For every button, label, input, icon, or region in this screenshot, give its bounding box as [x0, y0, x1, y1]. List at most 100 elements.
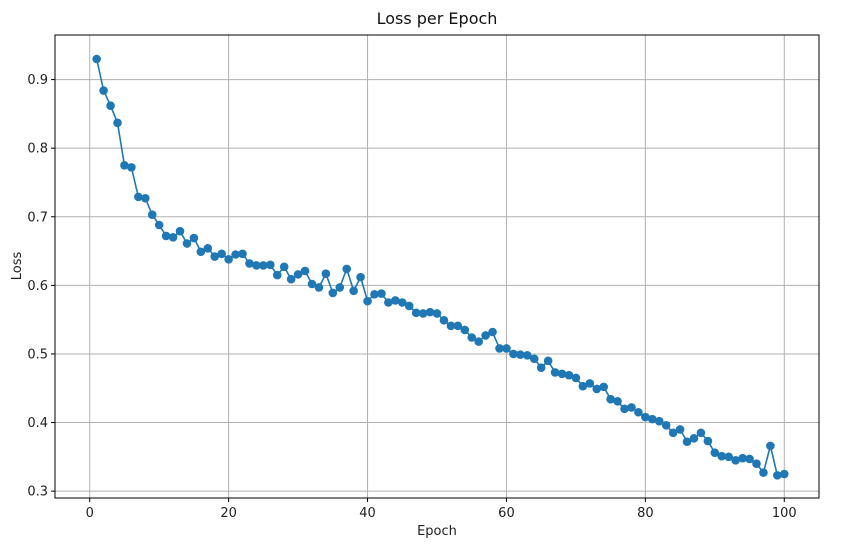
data-point: [404, 301, 414, 311]
data-point: [495, 344, 504, 353]
x-axis-label: Epoch: [417, 524, 457, 539]
data-point: [606, 394, 615, 404]
data-point: [661, 420, 671, 430]
y-tick-label: 0.9: [27, 73, 48, 88]
plot-frame: [54, 34, 820, 499]
data-point: [266, 260, 275, 270]
data-point: [293, 270, 303, 279]
data-point: [439, 316, 449, 325]
data-point: [140, 193, 150, 203]
data-point: [203, 244, 213, 253]
data-point: [689, 434, 699, 443]
data-point: [328, 288, 338, 298]
series-line: [95, 58, 785, 477]
data-point: [335, 283, 345, 292]
axis-ticks: 0 20 40 60 80 100 0.3 0.4 0.5 0.6 0.7 0.8 0.9: [27, 73, 796, 521]
data-point: [759, 468, 768, 477]
data-point: [620, 404, 629, 414]
data-point: [550, 368, 560, 377]
data-point: [710, 448, 720, 458]
data-point: [92, 54, 101, 64]
data-point: [481, 331, 490, 340]
data-point: [286, 274, 296, 284]
y-tick-label: 0.7: [27, 210, 48, 225]
data-point: [210, 252, 220, 261]
data-point: [314, 283, 324, 292]
data-point: [522, 351, 532, 360]
data-point: [460, 325, 470, 335]
data-point: [599, 382, 608, 392]
data-point: [397, 298, 407, 307]
x-tick-label: 40: [359, 506, 376, 521]
data-point: [245, 259, 254, 268]
data-point: [238, 249, 247, 259]
data-point: [113, 118, 122, 128]
data-point: [106, 101, 115, 110]
data-point: [377, 289, 386, 298]
data-point: [425, 307, 435, 317]
data-point: [168, 233, 178, 242]
data-point: [300, 266, 310, 276]
data-point: [641, 412, 650, 422]
data-point: [370, 289, 379, 299]
data-point: [738, 453, 747, 463]
data-point: [120, 161, 129, 170]
data-point: [613, 396, 622, 406]
data-point: [196, 247, 206, 257]
data-point: [349, 286, 358, 296]
series-layer: [92, 54, 789, 480]
x-tick-label: 20: [220, 506, 237, 521]
data-point: [752, 459, 761, 469]
data-point: [571, 373, 581, 383]
data-point: [766, 441, 775, 451]
data-point: [634, 407, 643, 417]
y-tick-label: 0.5: [27, 347, 48, 362]
data-point: [509, 349, 518, 359]
data-point: [731, 455, 740, 465]
data-point: [217, 249, 226, 259]
data-point: [578, 381, 588, 391]
data-point: [682, 437, 692, 447]
y-axis-label: Loss: [10, 252, 25, 281]
data-point: [592, 384, 602, 394]
data-point: [356, 272, 365, 282]
data-point: [668, 428, 678, 438]
data-point: [252, 261, 261, 270]
data-point: [717, 451, 727, 461]
data-point: [224, 254, 233, 264]
chart-title: Loss per Epoch: [377, 9, 498, 28]
data-point: [585, 379, 595, 388]
data-point: [703, 436, 713, 446]
data-point: [467, 333, 477, 342]
data-point: [391, 296, 400, 305]
data-point: [272, 270, 282, 280]
data-point: [418, 309, 428, 318]
data-point: [182, 239, 192, 248]
data-point: [543, 356, 553, 366]
y-tick-label: 0.6: [27, 279, 48, 294]
data-point: [127, 163, 136, 172]
data-point: [231, 250, 240, 259]
data-point: [564, 370, 574, 380]
data-point: [627, 403, 636, 412]
data-point: [175, 226, 185, 236]
data-point: [446, 321, 456, 331]
x-tick-label: 60: [498, 506, 515, 521]
data-point: [161, 231, 171, 241]
data-point: [474, 337, 483, 346]
x-tick-label: 80: [637, 506, 654, 521]
data-point: [411, 308, 421, 318]
data-point: [724, 452, 734, 462]
data-point: [259, 261, 268, 270]
data-point: [675, 425, 685, 434]
data-point: [488, 327, 497, 337]
data-point: [321, 269, 331, 279]
data-point: [147, 210, 157, 220]
data-point: [654, 416, 664, 426]
data-point: [745, 454, 754, 464]
data-point: [516, 350, 525, 359]
data-point: [432, 309, 442, 318]
data-point: [536, 363, 546, 372]
data-point: [773, 471, 782, 480]
